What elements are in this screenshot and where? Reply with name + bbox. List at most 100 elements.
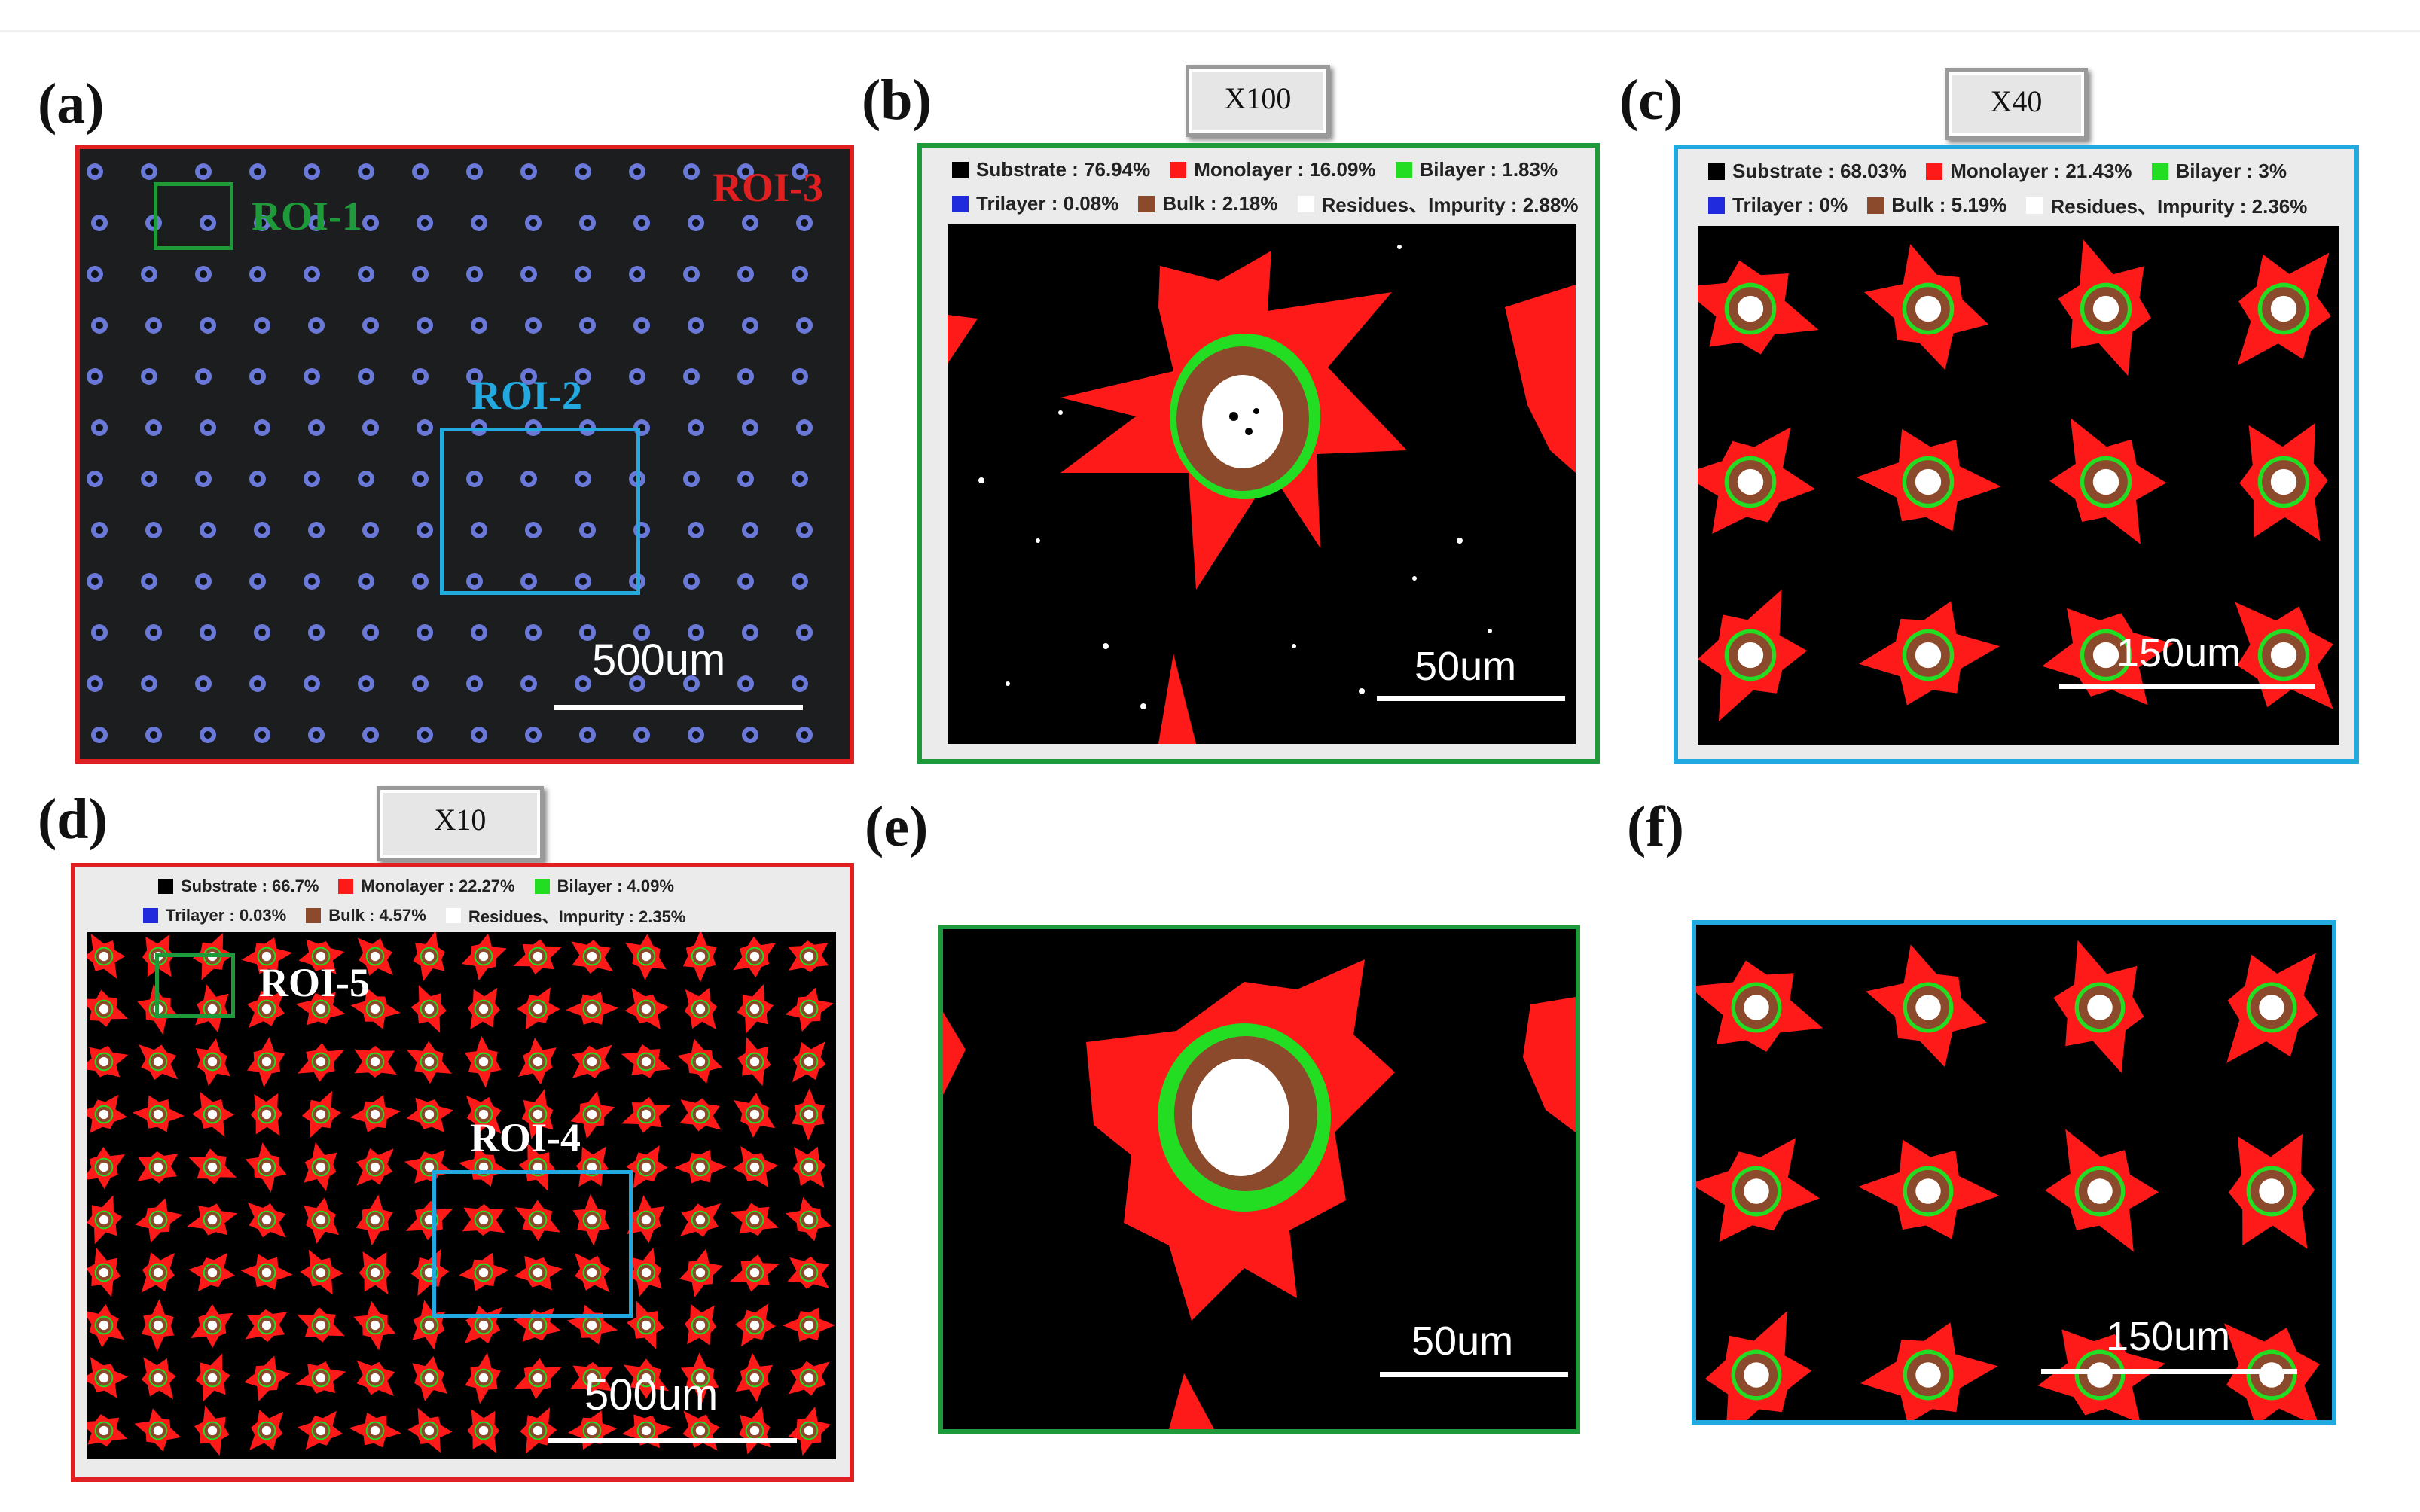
scale-bar xyxy=(2059,684,2315,689)
flake xyxy=(792,1146,826,1188)
panel-c-label: (c) xyxy=(1619,69,1683,132)
flake xyxy=(406,1097,454,1132)
array-dot xyxy=(254,727,270,743)
flake xyxy=(87,989,128,1027)
array-dot xyxy=(796,419,813,436)
array-dot xyxy=(575,266,591,282)
array-dot xyxy=(200,419,216,436)
array-dot xyxy=(575,471,591,487)
array-dot xyxy=(91,419,108,436)
scale-label: 150um xyxy=(2116,630,2241,675)
array-dot xyxy=(471,317,487,334)
flake xyxy=(188,1252,235,1291)
array-dot xyxy=(304,266,320,282)
array-dot xyxy=(525,215,542,231)
flake xyxy=(295,1361,346,1394)
flake xyxy=(87,933,125,979)
array-dot xyxy=(688,522,704,538)
flake xyxy=(141,1252,175,1293)
flake xyxy=(87,1045,129,1078)
array-dot xyxy=(412,675,429,692)
flake xyxy=(459,1252,509,1291)
flake xyxy=(680,1203,722,1237)
panel-f-zoom: 150um xyxy=(1692,920,2336,1425)
array-dot xyxy=(683,368,700,385)
array-dot xyxy=(417,317,433,334)
array-dot xyxy=(87,573,103,590)
magnification-x100-button[interactable]: X100 xyxy=(1186,65,1330,137)
roi-5-label: ROI-5 xyxy=(259,960,370,1005)
flake-grid xyxy=(1696,940,2320,1420)
optical-dot-array xyxy=(87,163,813,743)
array-dot xyxy=(520,675,537,692)
flake xyxy=(1860,1322,1998,1420)
array-dot xyxy=(308,522,325,538)
array-dot xyxy=(249,675,266,692)
flake xyxy=(621,1096,671,1133)
flake xyxy=(2053,940,2144,1073)
array-dot xyxy=(254,419,270,436)
scale-label: 50um xyxy=(1414,644,1517,689)
flake xyxy=(1704,1311,1812,1420)
array-dot xyxy=(742,317,758,334)
array-dot xyxy=(520,163,537,180)
magnification-x40-button[interactable]: X40 xyxy=(1945,68,2088,140)
flake xyxy=(626,1145,668,1188)
array-dot xyxy=(145,419,162,436)
panel-b-analysis: Substrate : 76.94% Monolayer : 16.09% Bi… xyxy=(917,143,1600,764)
legend-substrate: Substrate : 68.03% xyxy=(1732,160,1907,182)
flake xyxy=(353,1300,395,1351)
flake xyxy=(783,1307,835,1342)
panel-e-label: (e) xyxy=(865,795,929,858)
array-dot xyxy=(141,266,157,282)
array-dot xyxy=(141,471,157,487)
flake xyxy=(247,1202,286,1238)
flake xyxy=(188,1148,237,1185)
array-dot xyxy=(683,675,700,692)
array-dot xyxy=(466,471,483,487)
array-dot xyxy=(145,624,162,641)
legend-substrate: Substrate : 76.94% xyxy=(976,158,1151,181)
array-dot xyxy=(362,215,379,231)
array-dot xyxy=(308,727,325,743)
panel-d-analysis: Substrate : 66.7% Monolayer : 22.27% Bil… xyxy=(71,863,854,1482)
flake xyxy=(787,1256,829,1289)
array-dot xyxy=(417,522,433,538)
roi-4-label: ROI-4 xyxy=(470,1115,581,1160)
array-dot xyxy=(792,675,808,692)
scale-label: 50um xyxy=(1411,1318,1514,1364)
panel-a-label: (a) xyxy=(38,72,105,136)
array-dot xyxy=(358,675,374,692)
legend-trilayer: Trilayer : 0.08% xyxy=(976,192,1119,215)
array-dot xyxy=(792,266,808,282)
flake xyxy=(247,1037,285,1087)
flake xyxy=(685,1303,717,1346)
flake xyxy=(1856,428,2001,532)
array-dot xyxy=(358,368,374,385)
array-dot xyxy=(737,163,754,180)
array-dot xyxy=(145,522,162,538)
flake xyxy=(514,1200,560,1242)
flake xyxy=(1698,260,1819,355)
flake xyxy=(304,1197,339,1244)
array-dot xyxy=(792,573,808,590)
flake xyxy=(1863,244,1989,370)
flake xyxy=(413,932,445,982)
array-dot xyxy=(254,215,270,231)
roi-1-box xyxy=(154,182,233,250)
magnification-x10-button[interactable]: X10 xyxy=(377,786,544,861)
array-dot xyxy=(195,266,212,282)
flake xyxy=(680,1352,719,1404)
legend: Substrate : 66.7% Monolayer : 22.27% Bil… xyxy=(75,867,850,932)
array-dot xyxy=(579,624,596,641)
flake xyxy=(517,1037,557,1085)
array-dot xyxy=(633,727,650,743)
flake-segmentation xyxy=(948,245,1576,744)
array-dot xyxy=(141,675,157,692)
flake xyxy=(195,1353,230,1402)
array-dot xyxy=(362,727,379,743)
legend-residues: Residues、Impurity : 2.88% xyxy=(1321,194,1579,216)
legend-bilayer: Bilayer : 1.83% xyxy=(1419,158,1558,181)
segmentation-image: 150um xyxy=(1698,226,2339,745)
array-dot xyxy=(87,266,103,282)
